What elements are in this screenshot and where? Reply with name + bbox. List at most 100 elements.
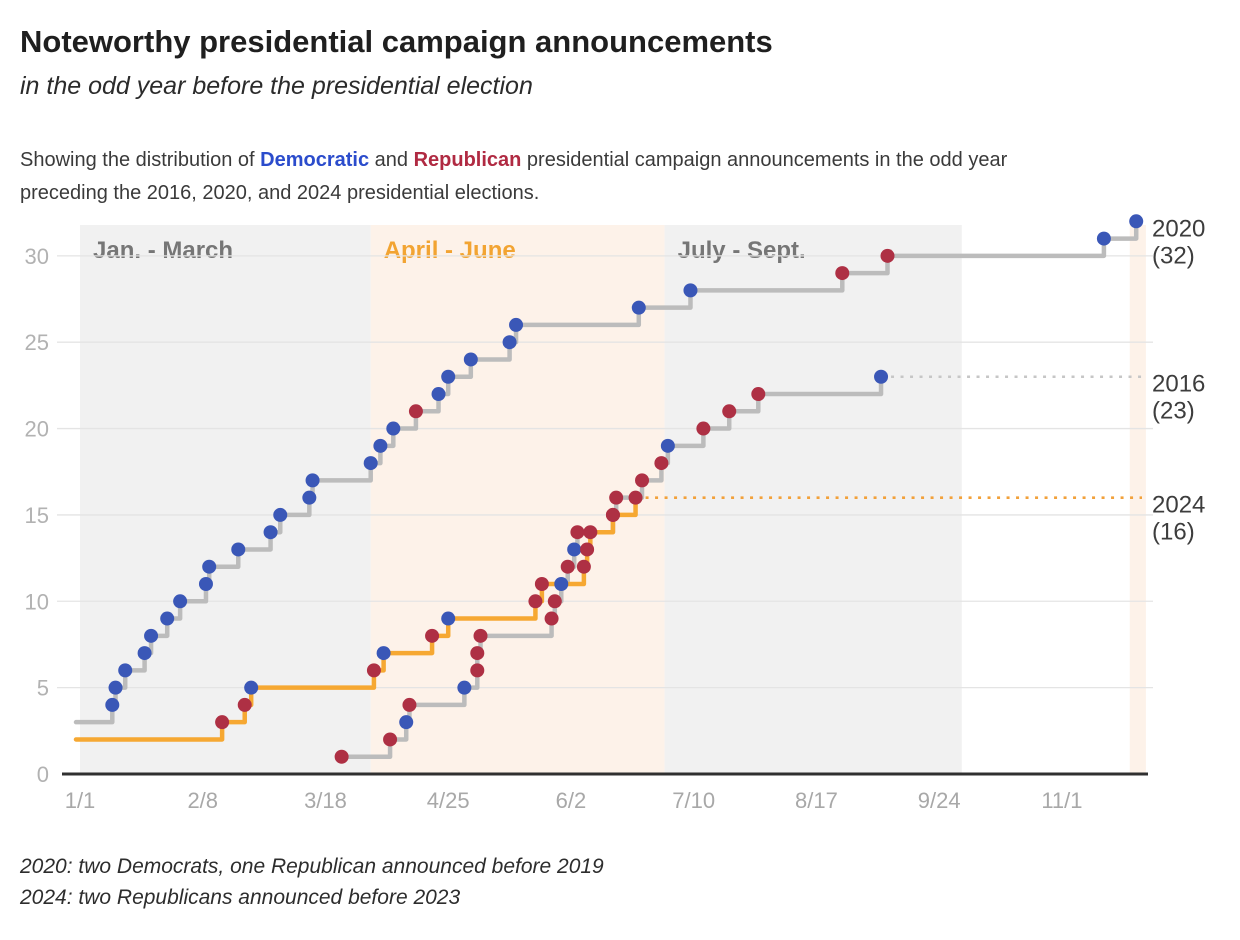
x-tick-label-6-2: 6/2	[556, 788, 587, 813]
y-tick-label-25: 25	[25, 330, 49, 355]
y-tick-label-0: 0	[37, 762, 49, 787]
data-point-2016-6-16-R	[609, 490, 624, 505]
data-point-2024-6-6-R	[576, 559, 591, 574]
data-point-2016-5-30-D	[554, 577, 569, 592]
data-point-2020-3-1-D	[263, 525, 278, 540]
data-point-2020-2-10-D	[202, 559, 217, 574]
band-label-0: Jan. - March	[93, 237, 233, 264]
data-point-2024-6-7-R	[580, 542, 595, 557]
data-point-2020-4-1-D	[363, 456, 378, 471]
page-title: Noteworthy presidential campaign announc…	[20, 24, 773, 59]
page-subtitle: in the odd year before the presidential …	[20, 72, 533, 100]
data-point-2024-6-8-R	[583, 525, 598, 540]
x-tick-label-1-1: 1/1	[65, 788, 96, 813]
data-point-2016-3-23-R	[334, 749, 349, 764]
series-label-2024: 2024	[1152, 492, 1205, 519]
data-point-2024-2-21-R	[237, 697, 252, 712]
data-point-2024-5-22-R	[528, 594, 543, 609]
data-point-2020-5-14-D	[502, 335, 517, 350]
data-point-2024-2-23-D	[244, 680, 259, 695]
data-point-2020-9-8-R	[880, 248, 895, 263]
data-point-2020-1-23-D	[144, 628, 159, 643]
description: Showing the distribution of Democratic a…	[20, 144, 1230, 210]
x-tick-label-9-24: 9/24	[918, 788, 961, 813]
data-point-2016-5-4-R	[470, 663, 485, 678]
data-point-2024-4-2-R	[366, 663, 381, 678]
data-point-2020-1-28-D	[160, 611, 175, 626]
data-point-2016-4-7-R	[383, 732, 398, 747]
data-point-2020-4-15-R	[408, 404, 423, 419]
data-point-2016-6-3-D	[567, 542, 582, 557]
y-tick-label-10: 10	[25, 589, 49, 614]
data-point-2020-5-2-D	[463, 352, 478, 367]
data-point-2024-2-14-R	[215, 715, 230, 730]
data-point-2020-4-8-D	[386, 421, 401, 436]
data-point-2020-3-14-D	[305, 473, 320, 488]
data-point-2016-7-30-R	[751, 387, 766, 402]
data-point-2020-2-19-D	[231, 542, 246, 557]
x-tick-label-3-18: 3/18	[304, 788, 347, 813]
series-total-2024: (16)	[1152, 519, 1195, 546]
description-suffix-2: preceding the 2016, 2020, and 2024 presi…	[20, 182, 540, 204]
y-tick-label-5: 5	[37, 676, 49, 701]
data-point-2020-4-25-D	[441, 369, 456, 384]
series-total-2020: (32)	[1152, 242, 1195, 269]
data-point-2024-6-15-R	[605, 507, 620, 522]
footnotes: 2020: two Democrats, one Republican anno…	[20, 851, 604, 913]
data-point-2020-11-14-D	[1096, 231, 1111, 246]
data-point-2016-5-27-R	[544, 611, 559, 626]
data-point-2020-2-1-D	[173, 594, 188, 609]
data-point-2020-1-21-D	[137, 646, 152, 661]
data-point-2020-1-11-D	[105, 697, 120, 712]
data-point-2016-4-30-D	[457, 680, 472, 695]
data-point-2016-6-24-R	[635, 473, 650, 488]
footnote-2020: 2020: two Democrats, one Republican anno…	[20, 855, 604, 878]
y-tick-label-20: 20	[25, 417, 49, 442]
data-point-2020-3-4-D	[273, 507, 288, 522]
band-label-1: April - June	[384, 237, 516, 264]
description-prefix: Showing the distribution of	[20, 149, 261, 171]
band-label-2: July - Sept.	[678, 237, 806, 264]
data-point-2016-5-4-R	[470, 646, 485, 661]
data-point-2016-6-4-R	[570, 525, 585, 540]
series-label-2020: 2020	[1152, 215, 1205, 242]
data-point-2016-6-1-R	[560, 559, 575, 574]
footnote-2024: 2024: two Republicans announced before 2…	[20, 886, 461, 909]
democratic-term: Democratic	[260, 149, 370, 171]
data-point-2020-5-16-D	[509, 317, 524, 332]
data-point-2016-9-6-D	[874, 369, 889, 384]
republican-term: Republican	[413, 149, 522, 171]
data-point-2024-4-20-R	[425, 628, 440, 643]
data-point-2024-4-5-D	[376, 646, 391, 661]
data-point-2016-5-5-R	[473, 628, 488, 643]
x-tick-label-2-8: 2/8	[187, 788, 218, 813]
quarter-band-july-sept-	[664, 225, 962, 773]
data-point-2024-4-25-D	[441, 611, 456, 626]
x-tick-label-7-10: 7/10	[672, 788, 715, 813]
data-point-2020-1-15-D	[118, 663, 133, 678]
quarter-band-end-strip	[1129, 225, 1146, 773]
series-total-2016: (23)	[1152, 398, 1195, 425]
data-point-2020-2-9-D	[198, 577, 213, 592]
data-point-2020-8-25-R	[835, 266, 850, 281]
quarter-band-jan-march	[80, 225, 371, 773]
data-point-2020-1-12-D	[108, 680, 123, 695]
data-point-2024-6-22-R	[628, 490, 643, 505]
x-tick-label-11-1: 11/1	[1041, 788, 1082, 813]
data-point-2016-7-2-D	[660, 438, 675, 453]
data-point-2016-7-21-R	[722, 404, 737, 419]
x-tick-label-4-25: 4/25	[427, 788, 470, 813]
data-point-2024-5-24-R	[534, 577, 549, 592]
x-tick-label-8-17: 8/17	[795, 788, 838, 813]
description-mid: and	[369, 149, 414, 171]
data-point-2020-6-23-D	[631, 300, 646, 315]
data-point-2020-4-22-D	[431, 387, 446, 402]
data-point-2020-3-13-D	[302, 490, 317, 505]
data-point-2016-4-12-D	[399, 715, 414, 730]
cumulative-step-chart: Jan. - March April - June July - Sept. 0 5 10…	[25, 214, 1205, 813]
data-point-2020-7-9-D	[683, 283, 698, 298]
y-tick-label-30: 30	[25, 244, 49, 269]
description-suffix-1: presidential campaign announcements in t…	[521, 149, 1008, 171]
data-point-2016-4-13-R	[402, 697, 417, 712]
